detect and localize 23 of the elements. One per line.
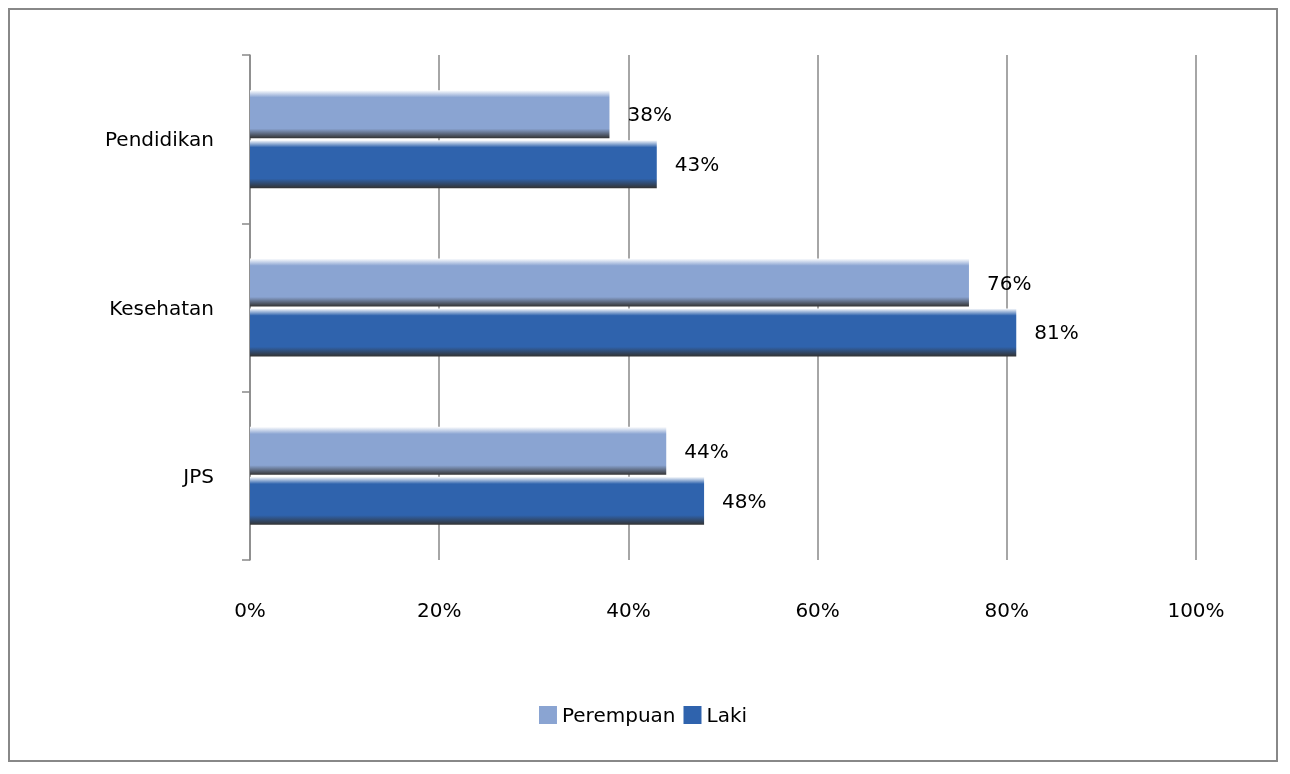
- data-label: 76%: [986, 270, 1032, 295]
- bar: [250, 258, 969, 307]
- bar: [250, 426, 667, 475]
- x-tick-label: 0%: [234, 598, 266, 622]
- data-label: 44%: [684, 438, 729, 463]
- y-tick-label: Kesehatan: [109, 295, 214, 320]
- legend-label: Perempuan: [561, 703, 676, 727]
- legend-label: Laki: [706, 703, 748, 727]
- data-label: 43%: [674, 152, 720, 177]
- y-tick-label: JPS: [181, 463, 214, 488]
- bar: [250, 140, 657, 189]
- bar: [250, 308, 1017, 357]
- x-tick-label: 40%: [606, 598, 651, 622]
- bar: [250, 476, 705, 525]
- bar: [250, 90, 610, 139]
- x-tick-label: 80%: [984, 598, 1030, 622]
- x-tick-label: 60%: [795, 598, 840, 622]
- x-tick-label: 20%: [416, 598, 462, 622]
- x-tick-label: 100%: [1167, 598, 1225, 622]
- y-tick-label: Pendidikan: [105, 127, 214, 152]
- data-label: 38%: [627, 102, 672, 127]
- data-label: 48%: [722, 488, 767, 513]
- data-label: 81%: [1034, 320, 1079, 345]
